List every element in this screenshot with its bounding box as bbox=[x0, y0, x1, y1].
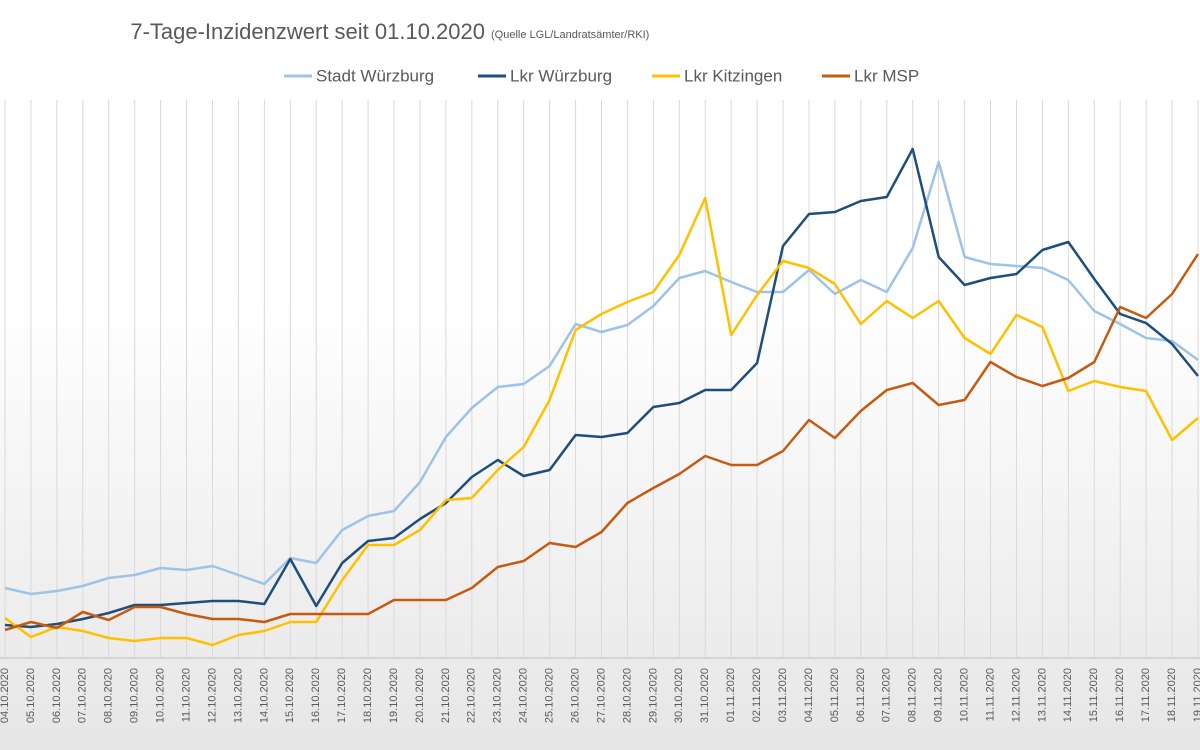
x-tick-label: 19.10.2020 bbox=[388, 668, 400, 723]
x-tick-label: 14.11.2020 bbox=[1062, 668, 1074, 722]
x-tick-label: 19.11.2020 bbox=[1192, 668, 1200, 722]
x-tick-label: 08.10.2020 bbox=[103, 668, 115, 723]
x-tick-label: 11.10.2020 bbox=[180, 668, 192, 722]
x-tick-label: 22.10.2020 bbox=[466, 668, 478, 723]
x-tick-label: 17.10.2020 bbox=[336, 668, 348, 723]
legend-label: Stadt Würzburg bbox=[316, 66, 434, 85]
x-tick-label: 07.11.2020 bbox=[881, 668, 893, 722]
x-tick-label: 12.11.2020 bbox=[1010, 668, 1022, 722]
legend-label: Lkr MSP bbox=[854, 66, 919, 85]
legend-label: Lkr Würzburg bbox=[510, 66, 612, 85]
series-line bbox=[4, 253, 1200, 632]
x-tick-label: 23.10.2020 bbox=[492, 668, 504, 723]
x-tick-label: 30.10.2020 bbox=[673, 668, 685, 723]
x-tick-label: 09.10.2020 bbox=[129, 668, 141, 723]
x-tick-label: 02.11.2020 bbox=[751, 668, 763, 722]
x-tick-label: 06.10.2020 bbox=[51, 668, 63, 723]
x-tick-label: 13.11.2020 bbox=[1036, 668, 1048, 722]
x-tick-label: 18.11.2020 bbox=[1166, 668, 1178, 722]
series-line bbox=[4, 160, 1199, 596]
x-tick-label: 21.10.2020 bbox=[440, 668, 452, 723]
x-tick-label: 29.10.2020 bbox=[647, 668, 659, 723]
x-tick-label: 05.10.2020 bbox=[25, 668, 37, 723]
x-tick-label: 14.10.2020 bbox=[258, 668, 270, 723]
chart-subtitle: (Quelle LGL/Landratsämter/RKI) bbox=[491, 29, 649, 41]
x-tick-label: 20.10.2020 bbox=[414, 668, 426, 723]
x-tick-label: 27.10.2020 bbox=[595, 668, 607, 723]
x-tick-label: 09.11.2020 bbox=[933, 668, 945, 722]
x-tick-label: 01.11.2020 bbox=[725, 668, 737, 722]
x-tick-label: 25.10.2020 bbox=[544, 668, 556, 723]
x-tick-label: 11.11.2020 bbox=[984, 668, 996, 721]
x-tick-label: 08.11.2020 bbox=[907, 668, 919, 722]
x-tick-label: 16.11.2020 bbox=[1114, 668, 1126, 722]
x-tick-label: 13.10.2020 bbox=[232, 668, 244, 723]
x-tick-label: 15.11.2020 bbox=[1088, 668, 1100, 722]
legend: Stadt Würzburg Lkr Würzburg Lkr Kitzingen L… bbox=[284, 66, 919, 85]
x-tick-label: 12.10.2020 bbox=[206, 668, 218, 723]
x-tick-label: 16.10.2020 bbox=[310, 668, 322, 723]
series-line bbox=[4, 196, 1199, 647]
x-tick-label: 03.11.2020 bbox=[777, 668, 789, 722]
x-tick-label: 04.11.2020 bbox=[803, 668, 815, 722]
x-tick-label: 04.10.2020 bbox=[0, 668, 11, 723]
x-tick-label: 28.10.2020 bbox=[621, 668, 633, 723]
legend-label: Lkr Kitzingen bbox=[684, 66, 782, 85]
x-tick-label: 15.10.2020 bbox=[284, 668, 296, 723]
chart-title: 7-Tage-Inzidenzwert seit 01.10.2020 bbox=[130, 19, 485, 44]
x-tick-label: 17.11.2020 bbox=[1140, 668, 1152, 722]
series-line bbox=[4, 147, 1199, 629]
x-tick-label: 05.11.2020 bbox=[829, 668, 841, 722]
x-tick-label: 18.10.2020 bbox=[362, 668, 374, 723]
x-tick-label: 26.10.2020 bbox=[569, 668, 581, 723]
x-tick-label: 24.10.2020 bbox=[518, 668, 530, 723]
x-tick-label: 07.10.2020 bbox=[77, 668, 89, 723]
x-tick-label: 06.11.2020 bbox=[855, 668, 867, 722]
x-tick-label: 10.10.2020 bbox=[155, 668, 167, 723]
x-tick-label: 31.10.2020 bbox=[699, 668, 711, 723]
x-tick-label: 10.11.2020 bbox=[958, 668, 970, 722]
